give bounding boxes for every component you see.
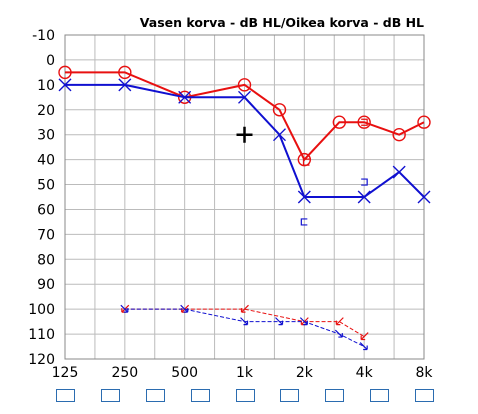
data-point-arrow	[334, 329, 343, 338]
y-tick-label: 10	[37, 78, 55, 94]
bottom-box[interactable]	[415, 389, 434, 402]
bracket-marker	[361, 118, 368, 126]
y-tick-label: 50	[37, 178, 55, 194]
data-point-circle	[237, 78, 252, 92]
bottom-box[interactable]	[190, 389, 210, 402]
data-point-arrow	[240, 304, 249, 313]
grid	[64, 34, 425, 360]
bracket-marker	[361, 178, 368, 186]
x-tick-label: 500	[171, 365, 198, 381]
chart-title: Vasen korva - dB HL/Oikea korva - dB HL	[140, 15, 424, 30]
y-tick-label: -10	[32, 28, 55, 44]
y-tick-label: 30	[37, 128, 55, 144]
y-tick-label: 0	[46, 53, 55, 69]
y-tick-label: 90	[37, 277, 55, 293]
bracket-marker	[300, 218, 308, 226]
x-tick-label: 125	[52, 365, 79, 381]
data-point-arrow	[240, 317, 249, 326]
bracket-marker	[302, 158, 310, 166]
y-tick-label: 20	[37, 103, 55, 119]
series-line-red-circle	[65, 71, 425, 162]
data-point-arrow	[359, 342, 368, 351]
y-tick-label: 70	[37, 227, 55, 243]
x-tick-label: 2k	[296, 365, 314, 381]
data-point-x	[297, 190, 311, 204]
data-point-arrow	[120, 304, 129, 313]
x-tick-label: 1k	[236, 365, 254, 381]
y-tick-label: 60	[37, 202, 55, 218]
data-point-x	[178, 90, 192, 104]
x-tick-label: 4k	[356, 365, 374, 381]
cursor-plus-icon	[236, 126, 253, 143]
data-point-circle	[272, 103, 287, 117]
y-tick-label: 40	[37, 153, 55, 169]
data-point-arrow	[360, 332, 369, 341]
y-tick-label: 110	[28, 327, 55, 343]
data-point-x	[417, 190, 431, 204]
bottom-box[interactable]	[235, 389, 255, 402]
bottom-box[interactable]	[145, 389, 165, 402]
data-point-x	[273, 128, 286, 142]
data-point-circle	[357, 115, 371, 129]
bottom-box[interactable]	[100, 389, 120, 402]
data-point-arrow	[335, 317, 344, 326]
y-tick-label: 80	[37, 252, 55, 268]
data-point-circle	[392, 127, 406, 142]
x-tick-label: 250	[111, 365, 138, 381]
data-point-arrow	[180, 304, 189, 313]
x-tick-label: 8k	[415, 365, 433, 381]
data-point-x	[118, 78, 132, 92]
data-point-circle	[417, 115, 431, 129]
data-point-arrow	[275, 317, 284, 326]
data-point-circle	[58, 65, 72, 80]
bottom-box[interactable]	[56, 389, 75, 402]
bottom-box[interactable]	[325, 389, 345, 402]
data-point-circle	[332, 115, 347, 129]
marker-layer	[236, 118, 368, 226]
data-point-x	[58, 78, 72, 92]
data-point-x	[392, 165, 406, 179]
x-axis-ticks: 125 250 500 1k 2k 4k 8k	[52, 365, 434, 381]
data-point-circle	[118, 65, 132, 80]
y-tick-label: 100	[28, 302, 55, 318]
y-axis-ticks: -10 0 10 20 30 40 50 60 70 80 90 100 110 120	[28, 28, 55, 368]
data-point-arrow	[299, 317, 308, 326]
bottom-box[interactable]	[280, 389, 300, 402]
data-point-x	[357, 190, 371, 204]
y-tick-label: 120	[28, 352, 55, 368]
bottom-box[interactable]	[370, 389, 390, 402]
data-point-x	[238, 90, 251, 104]
